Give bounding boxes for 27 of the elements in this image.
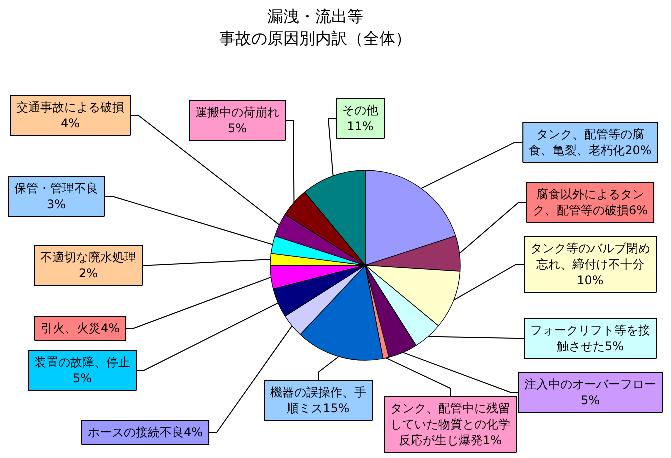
- slice-label: タンク等のバルブ閉め忘れ、締付け不十分: [530, 242, 650, 272]
- slice-label: 交通事故による破損: [16, 100, 124, 114]
- data-label: 6%: [628, 204, 648, 218]
- data-label: 4%: [184, 426, 204, 440]
- data-label: 10%: [577, 274, 604, 288]
- data-label: 5%: [72, 372, 92, 386]
- data-label: 5%: [604, 340, 624, 354]
- data-label: 20%: [625, 144, 652, 158]
- slice-label: 注入中のオーバーフロー: [524, 378, 656, 392]
- chart-title: 漏洩・流出等: [268, 7, 364, 26]
- data-label: 3%: [46, 198, 66, 212]
- data-label: 5%: [580, 394, 600, 408]
- data-label: 4%: [100, 322, 120, 336]
- data-label: 15%: [323, 402, 350, 416]
- slice-label: その他: [342, 104, 378, 118]
- slice-label: 運搬中の荷崩れ: [196, 106, 280, 120]
- slice-label: 保管・管理不良: [14, 182, 98, 196]
- slice-label: 装置の故障、停止: [34, 356, 130, 370]
- data-label: 11%: [347, 120, 374, 134]
- data-label: 1%: [482, 434, 502, 448]
- data-label: 4%: [60, 116, 80, 130]
- data-label: 2%: [78, 266, 98, 280]
- slice-label: 不適切な廃水処理: [40, 250, 136, 264]
- chart-subtitle: 事故の原因別内訳（全体）: [220, 29, 412, 48]
- slice-label: 引火、火災: [40, 322, 101, 336]
- data-label: 5%: [228, 122, 248, 136]
- slice-label: ホースの接続不良: [88, 426, 184, 440]
